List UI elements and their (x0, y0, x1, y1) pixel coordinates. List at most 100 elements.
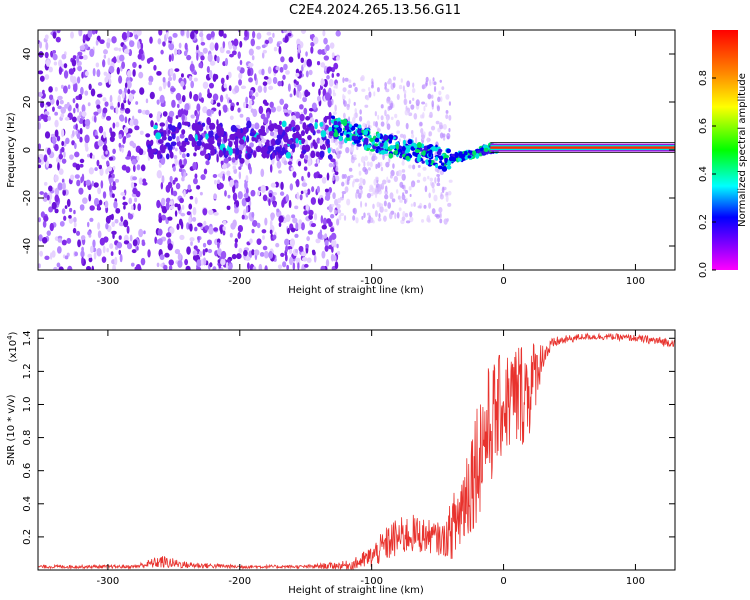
spectrogram-noise-blob (437, 127, 441, 133)
spectrogram-noise-blob (199, 32, 204, 38)
spectrogram-noise-blob (179, 197, 184, 204)
spectrogram-noise-blob (364, 155, 369, 161)
spectrogram-noise-blob (121, 61, 126, 69)
spectrogram-band-blob (167, 129, 171, 135)
spectrogram-noise-blob (348, 84, 353, 89)
spectrogram-noise-blob (258, 105, 264, 115)
spectrogram-noise-blob (325, 115, 330, 120)
spectrogram-noise-blob (130, 90, 136, 94)
spectrogram-noise-blob (104, 200, 109, 209)
spectrogram-noise-blob (272, 76, 278, 85)
spectrogram-noise-blob (402, 85, 405, 92)
spectrogram-noise-blob (54, 129, 59, 138)
spectrogram-noise-blob (148, 57, 154, 63)
spectrogram-signal-blob (379, 150, 386, 155)
spectrogram-noise-blob (256, 238, 262, 246)
spectrogram-noise-blob (174, 158, 178, 165)
spectrogram-noise-blob (317, 231, 323, 240)
spectrogram-noise-blob (361, 215, 364, 220)
spectrogram-noise-blob (68, 215, 72, 219)
spectrogram-noise-blob (329, 42, 335, 49)
spectrogram-noise-blob (225, 93, 229, 100)
spectrogram-noise-blob (180, 221, 184, 230)
spectrogram-noise-blob (194, 226, 198, 232)
spectrogram-noise-blob (179, 159, 183, 167)
spectrogram-noise-blob (434, 177, 437, 184)
spectrogram-noise-blob (308, 214, 313, 220)
spectrogram-noise-blob (153, 64, 157, 71)
spectrogram-noise-blob (112, 165, 116, 171)
spectrogram-noise-blob (276, 160, 282, 169)
spectrogram-noise-blob (179, 133, 185, 139)
spectrogram-noise-blob (77, 115, 81, 122)
spectrogram-noise-blob (306, 58, 312, 67)
spectrogram-noise-blob (286, 246, 293, 250)
spectrogram-noise-blob (200, 41, 206, 46)
spectrogram-noise-blob (202, 257, 207, 266)
spectrogram-noise-blob (390, 116, 394, 121)
spectrogram-noise-blob (350, 156, 355, 164)
snr-frame (37, 329, 676, 571)
spectrogram-band-blob (247, 153, 252, 159)
spectrogram-noise-blob (307, 157, 312, 167)
spectrogram-noise-blob (120, 144, 125, 149)
spectrogram-noise-blob (61, 158, 67, 164)
spectrogram-noise-blob (241, 197, 247, 207)
spectrogram-noise-blob (409, 193, 412, 198)
spectrogram-noise-blob (64, 205, 68, 210)
spectrogram-noise-blob (233, 38, 239, 47)
spectrogram-noise-blob (115, 121, 120, 128)
spectrogram-band-blob (246, 135, 250, 143)
spectrogram-noise-blob (436, 182, 441, 187)
spectrogram-noise-blob (222, 230, 226, 236)
spectrogram-band-blob (327, 147, 331, 154)
spectrogram-band-blob (307, 135, 312, 141)
spectrogram-noise-blob (173, 154, 178, 160)
spectrogram-noise-blob (181, 176, 185, 182)
spectrogram-signal-blob (416, 156, 421, 163)
spectrogram-noise-blob (393, 175, 398, 183)
spectrogram-noise-blob (185, 265, 191, 270)
spectrogram-noise-blob (89, 48, 95, 58)
spectrogram-noise-blob (322, 217, 327, 226)
spectrogram-x-tick-label: -200 (228, 276, 251, 287)
spectrogram-noise-blob (54, 174, 59, 182)
spectrogram-signal-blob (355, 139, 360, 145)
spectrogram-noise-blob (268, 251, 274, 259)
spectrogram-noise-blob (216, 56, 220, 63)
spectrogram-noise-blob (401, 184, 405, 189)
snr-y-tick-label: 0.2 (22, 529, 33, 545)
spectrogram-noise-blob (158, 86, 163, 92)
spectrogram-noise-blob (194, 197, 198, 205)
spectrogram-noise-blob (324, 239, 329, 247)
spectrogram-noise-blob (440, 192, 443, 197)
spectrogram-noise-blob (398, 138, 401, 143)
spectrogram-band-blob (157, 150, 162, 157)
spectrogram-noise-blob (317, 174, 323, 179)
spectrogram-noise-blob (166, 232, 172, 238)
spectrogram-noise-blob (303, 107, 308, 115)
spectrogram-y-ticks: -40 -20 0 20 40 (22, 48, 675, 254)
spectrogram-noise-blob (111, 193, 115, 198)
spectrogram-noise-blob (396, 130, 401, 134)
spectrogram-noise-blob (217, 241, 220, 249)
spectrogram-noise-blob (328, 118, 332, 126)
spectrogram-signal-blob (334, 129, 338, 136)
spectrogram-band-blob (319, 150, 325, 158)
spectrogram-noise-blob (105, 150, 108, 155)
spectrogram-noise-blob (417, 164, 421, 168)
spectrogram-noise-blob (397, 169, 402, 177)
colorbar-tick-label: 0.8 (698, 70, 709, 86)
spectrogram-noise-blob (97, 222, 101, 230)
spectrogram-noise-blob (38, 154, 44, 158)
spectrogram-band-blob (275, 138, 281, 146)
spectrogram-noise-blob (348, 167, 353, 172)
spectrogram-noise-blob (132, 69, 136, 77)
spectrogram-noise-blob (386, 123, 391, 130)
spectrogram-noise-blob (95, 39, 99, 46)
spectrogram-noise-blob (290, 227, 296, 233)
spectrogram-noise-blob (110, 131, 116, 138)
spectrogram-noise-blob (248, 77, 253, 83)
spectrogram-noise-blob (41, 237, 48, 244)
spectrogram-noise-blob (364, 202, 368, 207)
